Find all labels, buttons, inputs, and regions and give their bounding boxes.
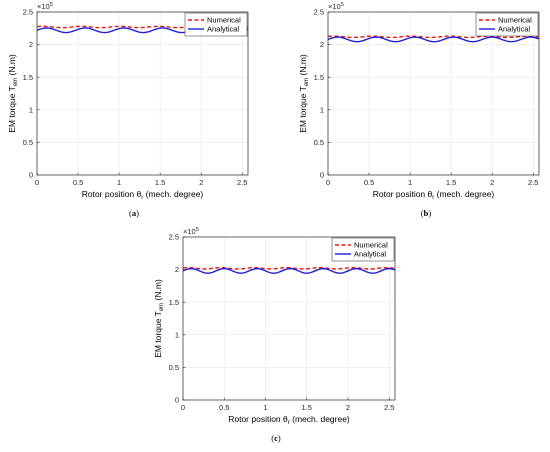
series-line-analytical (182, 267, 396, 274)
x-tick-label: 2.5 (237, 178, 247, 187)
plot-area (328, 12, 539, 175)
x-tick-label: 2 (199, 178, 203, 187)
y-tick-label: 0 (29, 171, 33, 180)
x-tick-label: 2 (490, 178, 494, 187)
y-tick-label: 0.5 (23, 138, 33, 147)
x-axis-label: Rotor position θr (mech. degree) (228, 414, 350, 426)
y-tick-label: 1 (175, 330, 179, 339)
chart-panel-3: 0 0.5 1 1.5 2 2.5 0 0.5 1 1.5 2 2.5 ×105 Rotor positi… (153, 227, 396, 443)
y-tick-label: 2.5 (314, 8, 324, 17)
x-tick-label: 2.5 (528, 178, 538, 187)
x-tick-label: 1.5 (446, 178, 456, 187)
y-tick-label: 0.5 (314, 138, 324, 147)
x-tick-label: 0.5 (219, 403, 229, 412)
x-axis-label: Rotor position θr (mech. degree) (82, 189, 204, 201)
legend-label-analytical: Analytical (354, 250, 386, 259)
series-line-numerical (327, 35, 540, 39)
plot-area (37, 12, 248, 175)
legend-box (331, 237, 395, 262)
x-tick-label: 1.5 (155, 178, 165, 187)
x-tick-label: 0 (326, 178, 330, 187)
x-tick-label: 2.5 (384, 403, 394, 412)
legend-label-analytical: Analytical (207, 25, 239, 34)
y-tick-label: 2 (29, 40, 33, 49)
y-exponent-label: ×105 (183, 227, 199, 236)
legend-label-numerical: Numerical (498, 16, 532, 25)
plot-area (183, 237, 395, 400)
y-exponent-label: ×105 (37, 2, 53, 11)
y-tick-label: 0 (320, 171, 324, 180)
legend-box (475, 12, 539, 37)
y-axis-label: EM torque Tem (N.m) (153, 279, 165, 358)
x-tick-label: 1.5 (302, 403, 312, 412)
subplot-caption: (a) (129, 208, 139, 218)
y-tick-label: 2.5 (23, 8, 33, 17)
x-tick-label: 0 (181, 403, 185, 412)
y-tick-label: 1.5 (23, 73, 33, 82)
y-tick-label: 2.5 (169, 233, 179, 242)
legend-label-numerical: Numerical (207, 16, 241, 25)
y-tick-label: 0 (175, 396, 179, 405)
x-tick-label: 0.5 (73, 178, 83, 187)
x-tick-label: 1 (263, 403, 267, 412)
y-axis-label: EM torque Tem (N.m) (298, 54, 310, 133)
y-tick-label: 2 (320, 40, 324, 49)
subplot-caption: (b) (421, 208, 432, 218)
y-exponent-label: ×105 (328, 2, 344, 11)
y-tick-label: 0.5 (169, 363, 179, 372)
legend-label-analytical: Analytical (498, 25, 530, 34)
x-tick-label: 2 (346, 403, 350, 412)
series-line-numerical (182, 266, 396, 270)
chart-panel-2: 0 0.5 1 1.5 2 2.5 0 0.5 1 1.5 2 2.5 ×105 Rotor positi… (298, 2, 540, 218)
x-tick-label: 0 (35, 178, 39, 187)
y-tick-label: 1.5 (169, 298, 179, 307)
axes-box (327, 11, 540, 176)
y-tick-label: 1 (29, 105, 33, 114)
axes-box (182, 236, 396, 401)
y-tick-label: 1 (320, 105, 324, 114)
x-axis-label: Rotor position θr (mech. degree) (373, 189, 495, 201)
subplot-caption: (c) (271, 433, 281, 443)
y-tick-label: 2 (175, 265, 179, 274)
axes-box (36, 11, 249, 176)
x-tick-label: 1 (117, 178, 121, 187)
series-line-analytical (327, 36, 540, 43)
legend-box (184, 12, 248, 37)
y-tick-label: 1.5 (314, 73, 324, 82)
y-axis-label: EM torque Tem (N.m) (7, 54, 19, 133)
x-tick-label: 1 (408, 178, 412, 187)
legend-label-numerical: Numerical (354, 241, 388, 250)
chart-panel-1: 0 0.5 1 1.5 2 2.5 0 0.5 1 1.5 2 2.5 ×105 Rotor positi… (7, 2, 249, 218)
x-tick-label: 0.5 (364, 178, 374, 187)
